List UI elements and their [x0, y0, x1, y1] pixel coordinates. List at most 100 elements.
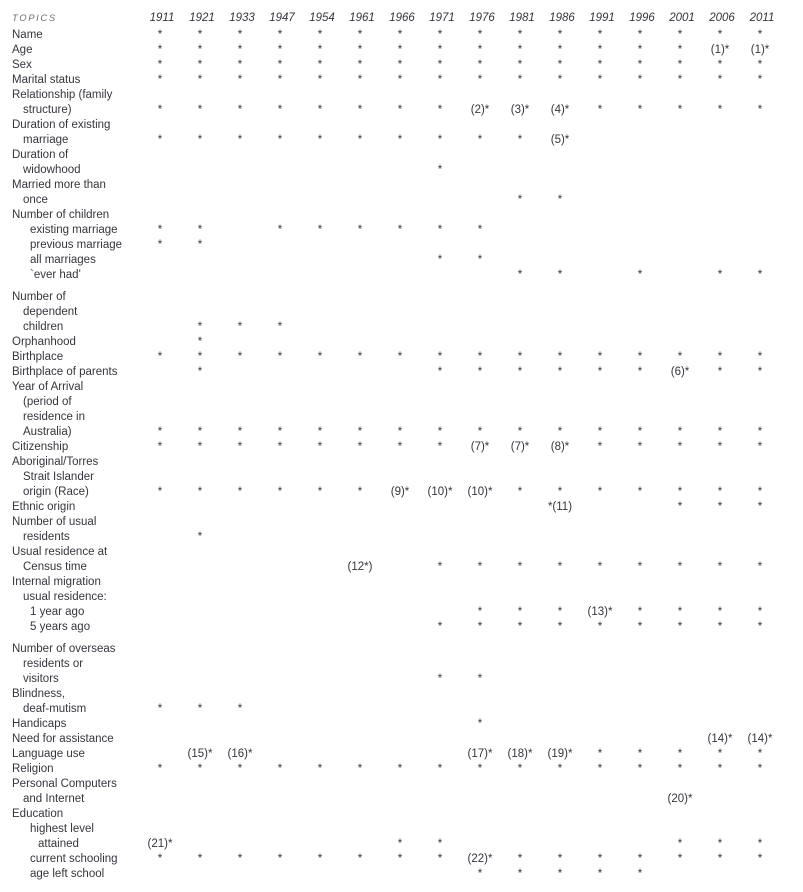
cell-1911	[140, 807, 180, 822]
cell-1966	[380, 163, 420, 178]
cell-1986	[540, 657, 580, 672]
cell-2006	[700, 88, 740, 103]
cell-1947	[260, 732, 300, 747]
cell-1981	[500, 178, 540, 193]
topic-row: and Internet (20)*	[10, 792, 803, 807]
cell-1991	[580, 515, 620, 530]
cell-1971: *	[437, 164, 443, 176]
cell-2006	[700, 253, 740, 268]
cell-2011	[740, 410, 780, 425]
cell-1991	[580, 500, 620, 515]
cell-1996	[620, 380, 660, 395]
cell-1971	[420, 702, 460, 717]
cell-1933	[220, 560, 260, 575]
cell-1954: *	[317, 763, 323, 775]
cell-1947: *	[277, 74, 283, 86]
cell-1921	[180, 470, 220, 485]
cell-1981	[500, 455, 540, 470]
cell-1921	[180, 395, 220, 410]
cell-2011	[740, 530, 780, 545]
cell-1933: *	[237, 853, 243, 865]
cell-1966	[380, 290, 420, 305]
cell-1947: *	[277, 426, 283, 438]
cell-1986: *	[557, 351, 563, 363]
cell-1996	[620, 470, 660, 485]
cell-1981: *	[517, 134, 523, 146]
cell-1954: *	[317, 486, 323, 498]
cell-1986	[540, 223, 580, 238]
cell-1986	[540, 777, 580, 792]
cell-1966: *	[397, 426, 403, 438]
cell-1961	[340, 867, 380, 882]
cell-1933: *	[237, 134, 243, 146]
cell-1986	[540, 807, 580, 822]
topic-label: Language use	[12, 748, 85, 760]
cell-1947: *	[277, 224, 283, 236]
cell-1947: *	[277, 486, 283, 498]
cell-1947	[260, 777, 300, 792]
cell-1966: *	[397, 44, 403, 56]
cell-2011	[740, 320, 780, 335]
cell-1961	[340, 807, 380, 822]
cell-1954	[300, 605, 340, 620]
cell-1986	[540, 575, 580, 590]
cell-1961	[340, 620, 380, 635]
cell-1976	[460, 320, 500, 335]
cell-1947	[260, 238, 300, 253]
cell-1947	[260, 642, 300, 657]
topic-label: usual residence:	[23, 591, 107, 603]
cell-2001: *	[677, 621, 683, 633]
cell-1966	[380, 320, 420, 335]
cell-1954	[300, 163, 340, 178]
cell-2001	[660, 657, 700, 672]
cell-1971: *	[437, 853, 443, 865]
cell-1986	[540, 238, 580, 253]
cell-1996	[620, 88, 660, 103]
cell-1991: *	[597, 426, 603, 438]
cell-1947	[260, 515, 300, 530]
cell-1961	[340, 208, 380, 223]
topic-row: Number of usual	[10, 515, 803, 530]
cell-1911: *	[157, 703, 163, 715]
cell-1986: *	[557, 29, 563, 41]
cell-1933: *	[237, 703, 243, 715]
cell-1961	[340, 575, 380, 590]
topic-row: Blindness,	[10, 687, 803, 702]
cell-2011: (14)*	[747, 733, 773, 745]
cell-1947	[260, 792, 300, 807]
cell-1966	[380, 208, 420, 223]
cell-1971	[420, 335, 460, 350]
cell-1961: *	[357, 74, 363, 86]
cell-1981: *	[517, 269, 523, 281]
cell-1981	[500, 515, 540, 530]
cell-1961	[340, 590, 380, 605]
cell-2006: *	[717, 763, 723, 775]
table-body: Name * * * * * * * * * * * * * * * * Age * * * * * * * * * * * * * * (1)…	[10, 28, 803, 882]
cell-1991: (13)*	[587, 606, 613, 618]
topic-row: Name * * * * * * * * * * * * * * * *	[10, 28, 803, 43]
cell-1981: *	[517, 59, 523, 71]
year-headers: 1911 1921 1933 1947 1954 1961 1966 1971 1976 1981…	[142, 12, 782, 24]
cell-1933	[220, 470, 260, 485]
topic-row: residence in	[10, 410, 803, 425]
cell-1961	[340, 148, 380, 163]
cell-1986: *	[557, 853, 563, 865]
cell-1976	[460, 238, 500, 253]
cell-1976: *	[477, 224, 483, 236]
cell-2011	[740, 702, 780, 717]
cell-1933	[220, 500, 260, 515]
cell-1947	[260, 335, 300, 350]
cell-1921	[180, 193, 220, 208]
cell-1976: (2)*	[470, 104, 490, 116]
topic-label: Education	[12, 808, 64, 820]
cell-1947	[260, 747, 300, 762]
topic-label: 1 year ago	[30, 606, 85, 618]
cell-1961: *	[357, 224, 363, 236]
cell-1933	[220, 380, 260, 395]
cell-1921	[180, 605, 220, 620]
cell-1996	[620, 500, 660, 515]
cell-1966	[380, 530, 420, 545]
year-column-header-1921: 1921	[189, 12, 215, 24]
cell-1954: *	[317, 104, 323, 116]
cell-2001	[660, 208, 700, 223]
